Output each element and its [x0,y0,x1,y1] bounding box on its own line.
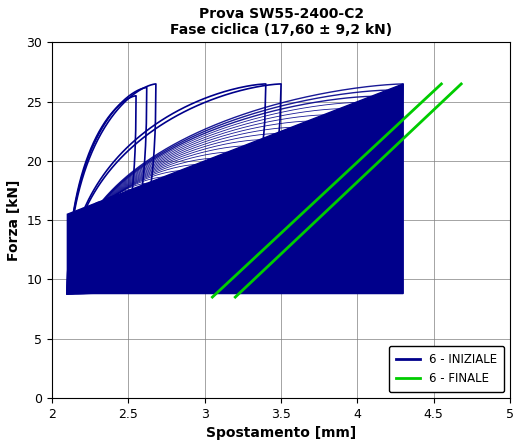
Y-axis label: Forza [kN]: Forza [kN] [7,179,21,261]
Polygon shape [67,84,403,294]
Title: Prova SW55-2400-C2
Fase ciclica (17,60 ± 9,2 kN): Prova SW55-2400-C2 Fase ciclica (17,60 ±… [170,7,392,37]
Legend: 6 - INIZIALE, 6 - FINALE: 6 - INIZIALE, 6 - FINALE [389,346,504,392]
X-axis label: Spostamento [mm]: Spostamento [mm] [206,426,356,440]
